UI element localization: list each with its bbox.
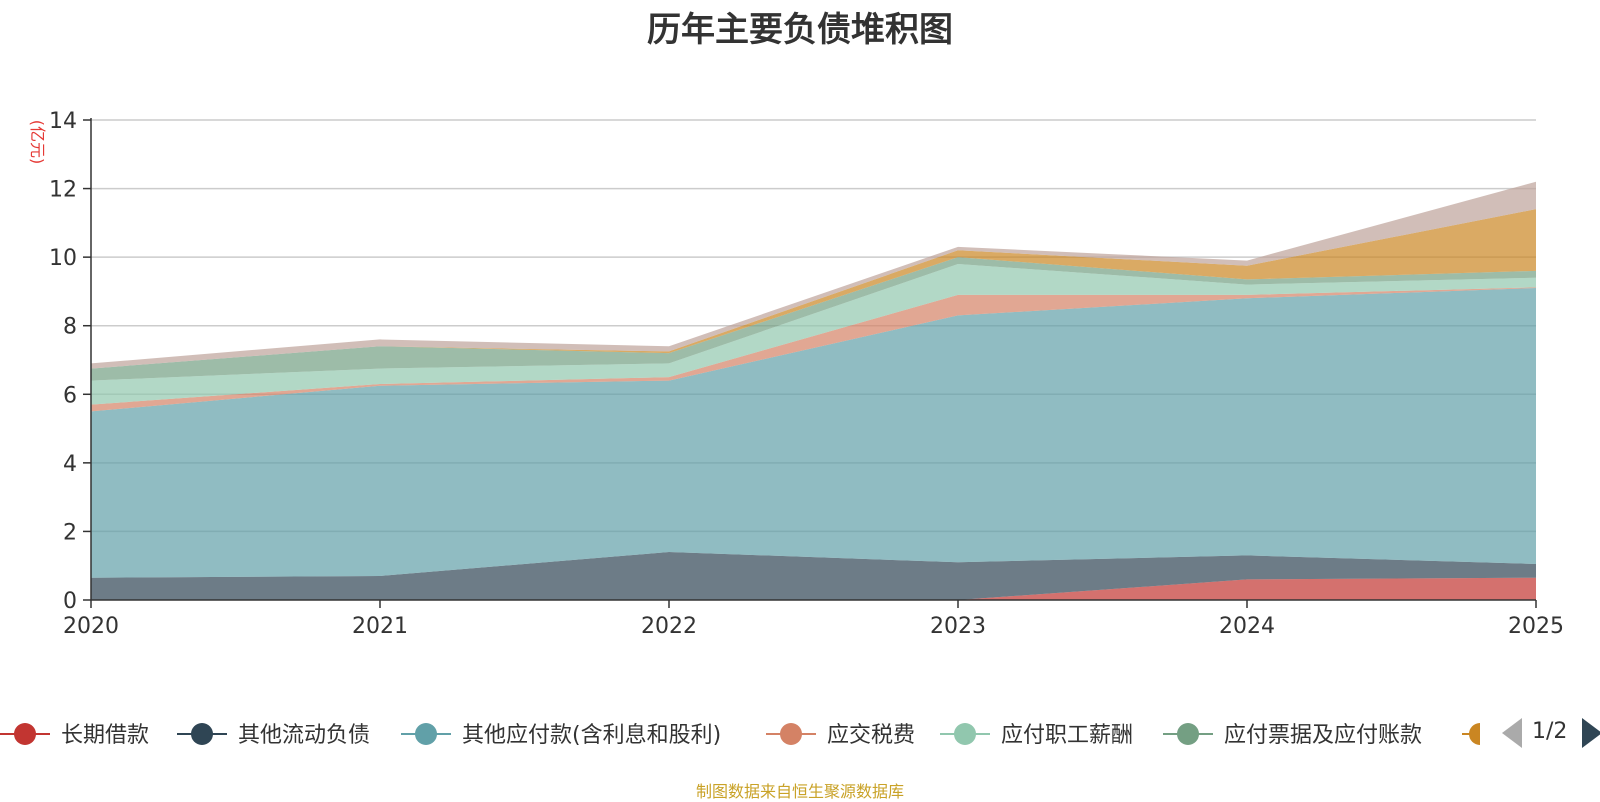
legend-item-label[interactable]: 长期借款 bbox=[61, 723, 149, 748]
y-tick-label: 8 bbox=[63, 315, 77, 340]
y-axis-unit-label: (亿元) bbox=[28, 120, 47, 165]
y-tick-label: 14 bbox=[49, 109, 77, 134]
legend-marker-icon[interactable] bbox=[14, 723, 36, 745]
area-series-5[interactable] bbox=[91, 257, 1536, 381]
legend-prev-page-button[interactable] bbox=[1502, 718, 1522, 748]
chart-title: 历年主要负债堆积图 bbox=[647, 10, 953, 50]
area-layer bbox=[91, 181, 1536, 600]
axis-layer: 0 2 4 6 8 10 12 14 2020 2021 2022 2023 2024 2025 bbox=[49, 109, 1564, 639]
y-tick-label: 0 bbox=[63, 589, 77, 614]
y-tick-label: 2 bbox=[63, 520, 77, 545]
area-series-4[interactable] bbox=[91, 264, 1536, 405]
legend: 长期借款 其他流动负债 其他应付款(含利息和股利) 应交税费 应付职工薪酬 应付票据及应付… bbox=[0, 723, 1480, 748]
legend-marker-icon[interactable] bbox=[780, 723, 802, 745]
y-tick-label: 4 bbox=[63, 452, 77, 477]
area-series-0[interactable] bbox=[91, 577, 1536, 600]
x-tick-label: 2024 bbox=[1219, 614, 1275, 639]
legend-marker-icon[interactable] bbox=[1469, 723, 1480, 745]
x-tick-label: 2020 bbox=[63, 614, 119, 639]
legend-marker-icon[interactable] bbox=[1177, 723, 1199, 745]
y-tick-label: 6 bbox=[63, 383, 77, 408]
legend-item-label[interactable]: 应付票据及应付账款 bbox=[1224, 723, 1422, 748]
legend-marker-icon[interactable] bbox=[191, 723, 213, 745]
x-tick-label: 2022 bbox=[641, 614, 697, 639]
area-series-1[interactable] bbox=[91, 552, 1536, 600]
legend-marker-icon[interactable] bbox=[415, 723, 437, 745]
area-series-2[interactable] bbox=[91, 288, 1536, 578]
legend-marker-icon[interactable] bbox=[954, 723, 976, 745]
legend-next-page-button[interactable] bbox=[1582, 718, 1600, 748]
legend-page-indicator: 1/2 bbox=[1532, 719, 1568, 744]
legend-item-label[interactable]: 其他应付款(含利息和股利) bbox=[462, 723, 721, 748]
x-tick-label: 2021 bbox=[352, 614, 408, 639]
x-tick-label: 2025 bbox=[1508, 614, 1564, 639]
legend-item-label[interactable]: 应交税费 bbox=[827, 723, 915, 748]
x-tick-label: 2023 bbox=[930, 614, 986, 639]
y-tick-label: 12 bbox=[49, 178, 77, 203]
legend-item-label[interactable]: 应付职工薪酬 bbox=[1001, 723, 1133, 748]
source-note: 制图数据来自恒生聚源数据库 bbox=[695, 782, 904, 801]
y-tick-label: 10 bbox=[49, 246, 77, 271]
legend-item-label[interactable]: 其他流动负债 bbox=[238, 723, 370, 748]
